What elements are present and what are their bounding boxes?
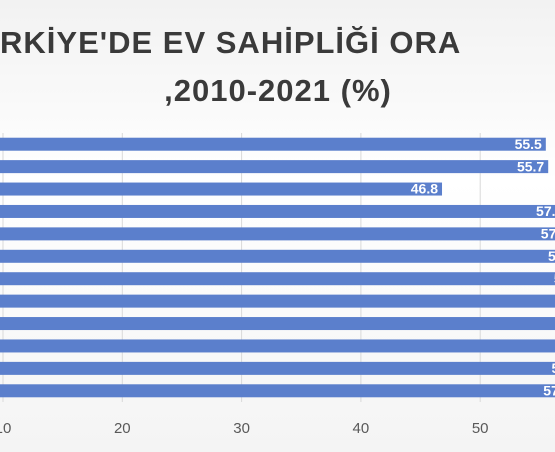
bar bbox=[0, 272, 555, 286]
value-label: 58.6 bbox=[552, 360, 555, 376]
value-label: 57.7 bbox=[541, 226, 555, 242]
chart-title: RKİYE'DE EV SAHİPLİĞİ ORA bbox=[0, 25, 461, 60]
bar bbox=[0, 249, 555, 263]
bar bbox=[0, 339, 555, 353]
value-label: 57.9 bbox=[543, 382, 555, 398]
value-label: 58.8 bbox=[554, 270, 555, 286]
x-tick-label: 50 bbox=[472, 420, 489, 437]
bar bbox=[0, 227, 555, 241]
bar bbox=[0, 204, 555, 218]
chart-title: ,2010-2021 (%) bbox=[164, 73, 392, 108]
value-label: 58.3 bbox=[548, 248, 555, 264]
x-tick-label: 30 bbox=[233, 420, 250, 437]
value-label: 57.3 bbox=[536, 203, 555, 219]
x-tick-label: 10 bbox=[0, 420, 11, 437]
x-tick-label: 20 bbox=[114, 420, 131, 437]
bar bbox=[0, 294, 555, 308]
value-label: 46.8 bbox=[411, 181, 438, 197]
bar bbox=[0, 317, 555, 331]
x-tick-label: 40 bbox=[353, 420, 370, 437]
bar bbox=[0, 137, 546, 151]
bar bbox=[0, 361, 555, 375]
value-label: 55.7 bbox=[517, 158, 544, 174]
bar bbox=[0, 384, 555, 398]
value-label: 55.5 bbox=[515, 136, 542, 152]
bar bbox=[0, 182, 443, 196]
bar bbox=[0, 160, 549, 174]
